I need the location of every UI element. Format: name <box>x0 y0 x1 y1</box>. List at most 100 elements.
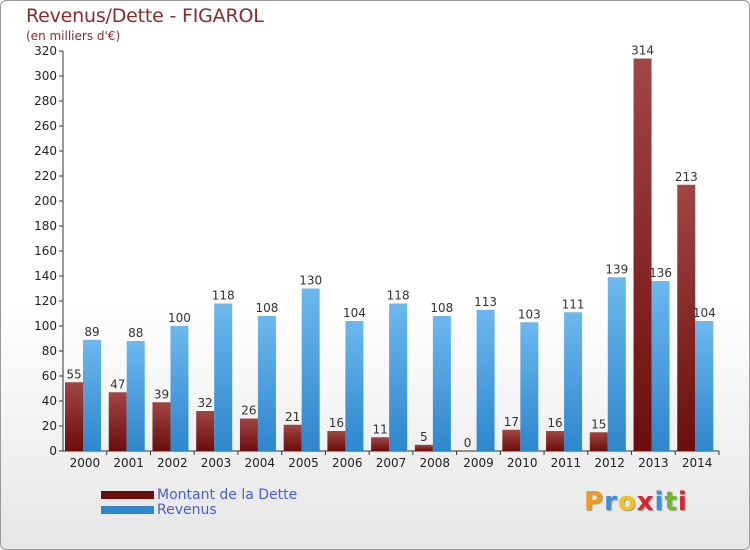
debt-bar <box>152 402 171 451</box>
debt-data-label: 5 <box>420 430 428 444</box>
y-tick-label: 40 <box>42 394 57 408</box>
logo-letter: t <box>664 487 678 517</box>
debt-bar <box>414 444 433 451</box>
x-tick-label: 2011 <box>551 456 582 470</box>
revenue-bar <box>432 316 451 451</box>
y-tick-label: 280 <box>34 94 57 108</box>
x-tick-label: 2009 <box>463 456 494 470</box>
debt-data-label: 16 <box>329 416 344 430</box>
debt-data-label: 32 <box>198 396 213 410</box>
debt-bar <box>677 184 696 451</box>
debt-bar <box>633 58 652 451</box>
revenue-bar <box>476 309 495 451</box>
debt-bar <box>239 418 258 451</box>
legend-item-revenue: Revenus <box>101 501 297 518</box>
y-tick-label: 120 <box>34 294 57 308</box>
debt-data-label: 11 <box>372 422 387 436</box>
revenue-data-label: 103 <box>518 307 541 321</box>
revenue-data-label: 136 <box>649 266 672 280</box>
y-tick-label: 80 <box>42 344 57 358</box>
bars: 55 89 47 88 39 100 32 118 26 108 21 130 16 104 11 118 5 1… <box>65 44 716 451</box>
debt-bar <box>371 437 390 451</box>
revenue-bar <box>389 303 408 451</box>
debt-bar <box>589 432 608 451</box>
x-tick-label: 2013 <box>638 456 669 470</box>
revenue-data-label: 111 <box>562 297 585 311</box>
debt-bar <box>546 431 565 451</box>
revenue-bar <box>564 312 583 451</box>
legend-label-debt: Montant de la Dette <box>157 486 298 503</box>
revenue-data-label: 89 <box>84 325 99 339</box>
revenue-bar <box>651 281 670 451</box>
x-tick-label: 2002 <box>157 456 188 470</box>
revenue-bar <box>214 303 233 451</box>
logo-letter: r <box>604 487 618 517</box>
revenue-data-label: 118 <box>387 289 410 303</box>
debt-data-label: 47 <box>110 377 125 391</box>
y-tick-label: 0 <box>49 444 57 458</box>
revenue-bar <box>607 277 626 451</box>
debt-data-label: 314 <box>631 44 654 58</box>
debt-bar <box>65 382 83 451</box>
logo-letter: x <box>636 487 655 517</box>
x-tick-label: 2008 <box>419 456 450 470</box>
y-tick-label: 220 <box>34 169 57 183</box>
x-tick-label: 2001 <box>113 456 144 470</box>
x-tick-label: 2006 <box>332 456 363 470</box>
chart-title: Revenus/Dette - FIGAROL <box>26 5 264 27</box>
x-tick-label: 2005 <box>288 456 319 470</box>
y-tick-label: 180 <box>34 219 57 233</box>
y-tick-label: 20 <box>42 419 57 433</box>
y-tick-label: 260 <box>34 119 57 133</box>
legend-item-debt: Montant de la Dette <box>101 486 298 503</box>
y-tick-label: 100 <box>34 319 57 333</box>
legend-swatch-revenue <box>101 505 154 514</box>
legend-swatch-debt <box>101 490 154 499</box>
x-tick-label: 2012 <box>594 456 625 470</box>
revenue-bar <box>520 322 539 451</box>
revenue-data-label: 100 <box>168 311 191 325</box>
revenue-bar <box>126 341 145 451</box>
y-tick-label: 300 <box>34 69 57 83</box>
x-tick-label: 2003 <box>201 456 232 470</box>
y-tick-label: 60 <box>42 369 57 383</box>
x-tick-label: 2010 <box>507 456 538 470</box>
debt-bar <box>108 392 127 451</box>
revenue-bar <box>257 316 276 451</box>
chart-subtitle: (en milliers d'€) <box>26 29 121 43</box>
logo-letter: o <box>617 487 637 517</box>
revenue-data-label: 108 <box>255 301 278 315</box>
y-tick-label: 240 <box>34 144 57 158</box>
revenue-bar <box>345 321 364 451</box>
x-tick-label: 2004 <box>245 456 276 470</box>
x-tick-label: 2007 <box>376 456 407 470</box>
legend-label-revenue: Revenus <box>157 501 217 518</box>
revenue-bar <box>301 288 320 451</box>
debt-data-label: 26 <box>241 404 256 418</box>
debt-data-label: 21 <box>285 410 300 424</box>
y-tick-label: 160 <box>34 244 57 258</box>
debt-bar <box>327 431 346 451</box>
revenue-data-label: 88 <box>128 326 143 340</box>
revenue-data-label: 108 <box>430 301 453 315</box>
debt-data-label: 16 <box>547 416 562 430</box>
x-tick-label: 2000 <box>70 456 101 470</box>
revenue-data-label: 139 <box>605 262 628 276</box>
revenue-data-label: 118 <box>212 289 235 303</box>
y-tick-label: 320 <box>34 44 57 58</box>
revenue-data-label: 104 <box>693 306 716 320</box>
debt-data-label: 0 <box>464 436 472 450</box>
logo-letter: i <box>677 487 688 517</box>
logo-letter: i <box>654 487 665 517</box>
debt-bar <box>283 424 302 451</box>
debt-data-label: 213 <box>675 170 698 184</box>
debt-bar <box>502 429 521 451</box>
revenue-data-label: 104 <box>343 306 366 320</box>
revenue-bar <box>170 326 189 451</box>
debt-data-label: 15 <box>591 417 606 431</box>
proxiti-logo: Proxiti <box>584 487 688 517</box>
revenue-bar <box>83 339 101 451</box>
revenue-bar <box>695 321 714 451</box>
debt-bar <box>196 411 215 451</box>
